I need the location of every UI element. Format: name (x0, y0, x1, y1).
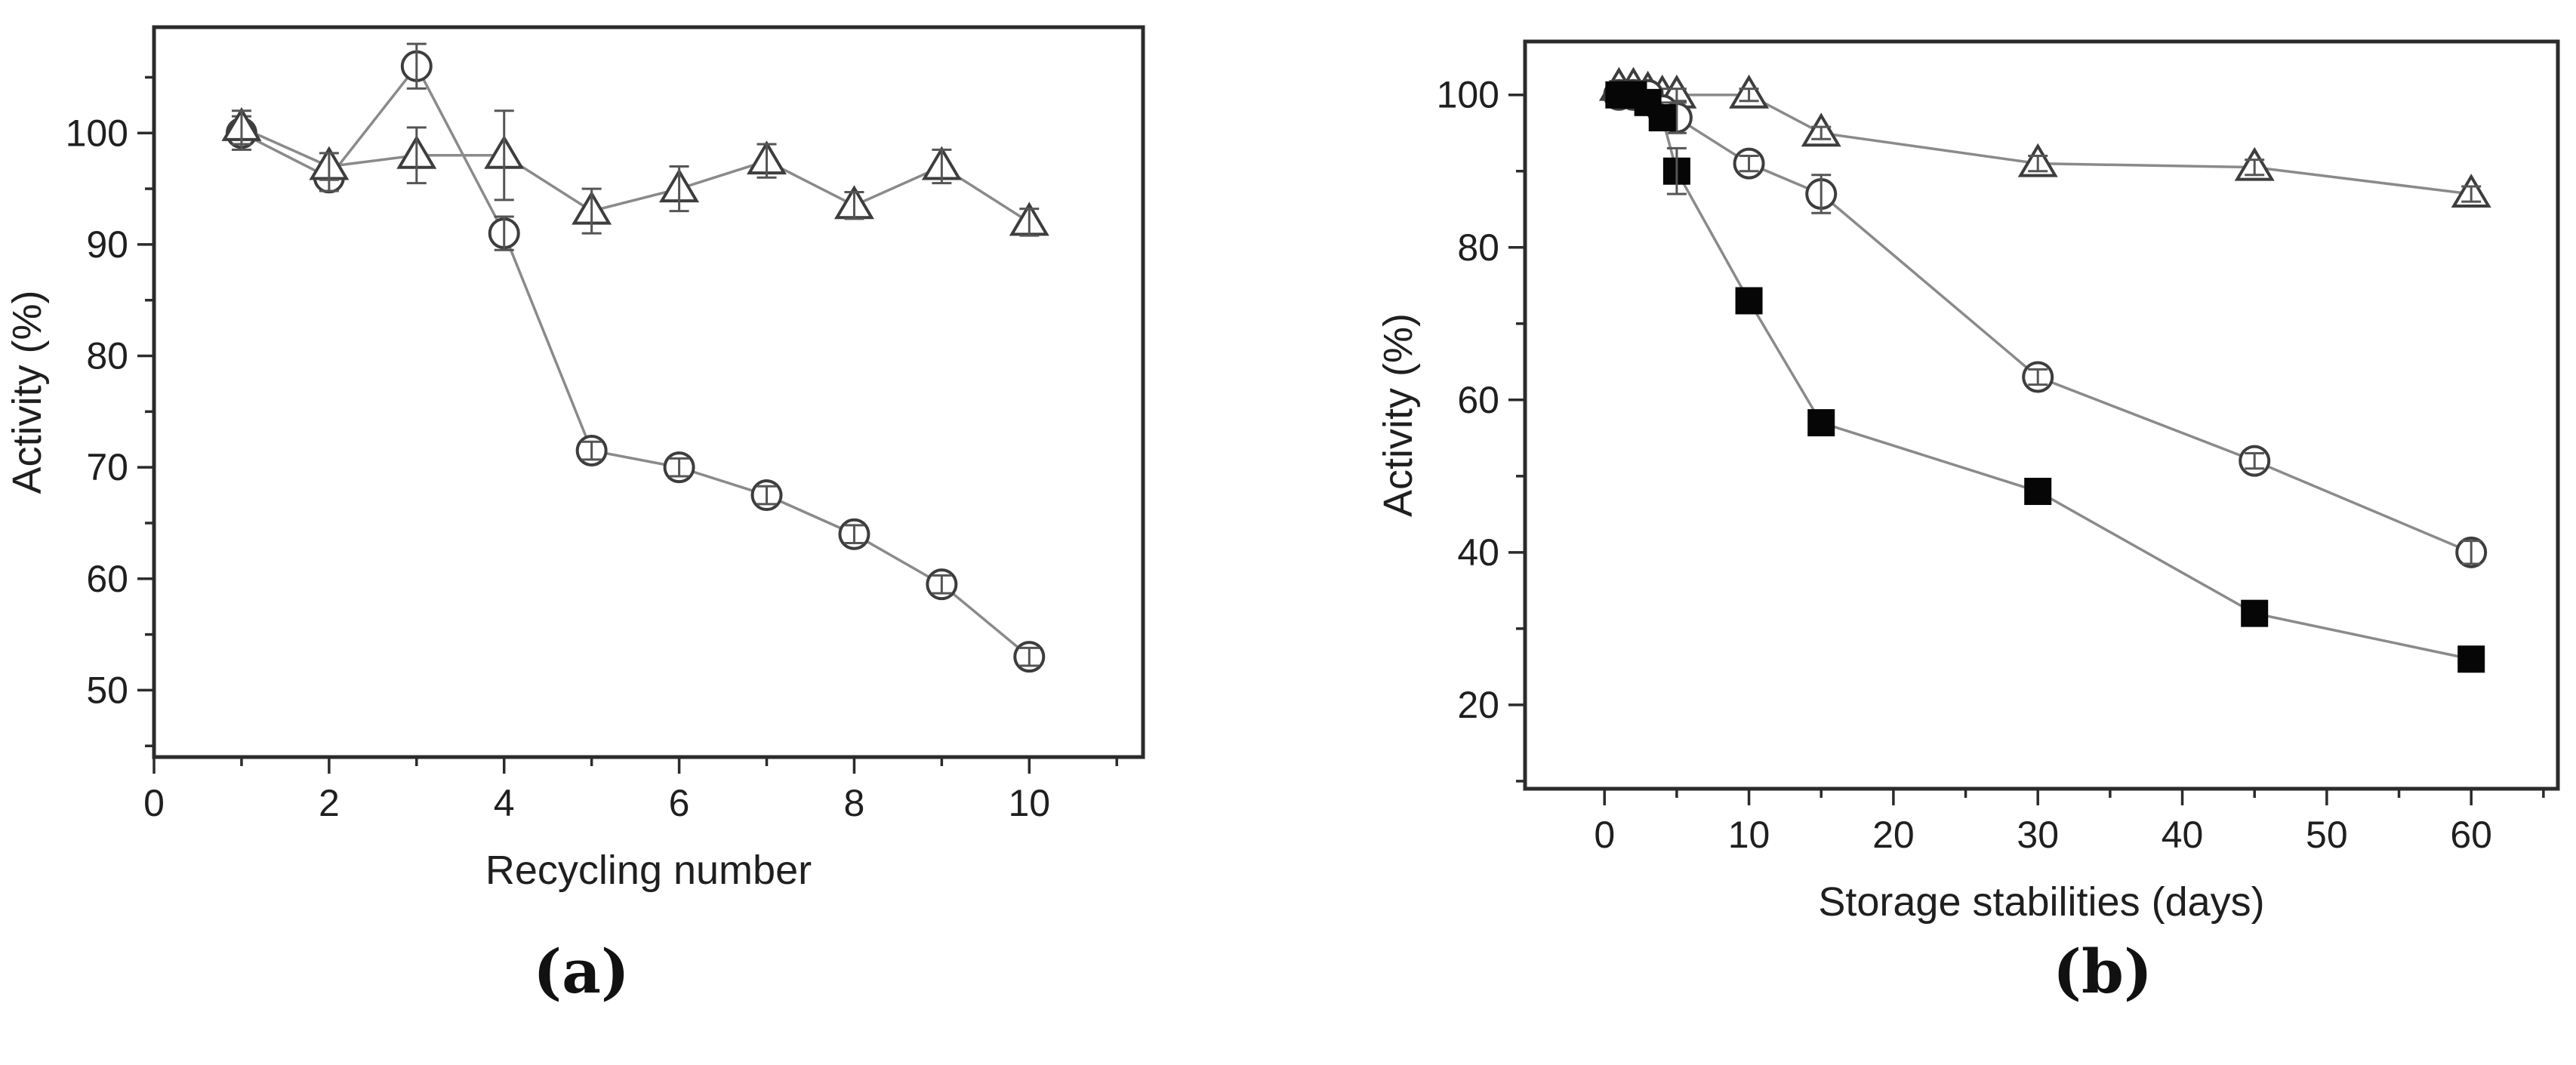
marker-filled-square (2024, 478, 2052, 506)
y-tick-label: 60 (86, 558, 128, 600)
x-tick-label: 30 (2017, 814, 2059, 856)
x-axis-title: Storage stabilities (days) (1818, 879, 2264, 925)
marker-filled-square (1735, 287, 1763, 315)
series-line (241, 126, 1031, 223)
chart-a: 0 2 4 6 8 10 50 60 70 80 90 100 Recycling number Acti… (5, 25, 1145, 893)
y-tick-label: 90 (86, 223, 128, 266)
x-tick-label: 4 (494, 782, 515, 824)
series-open-triangle (1598, 66, 2491, 208)
x-tick-label: 10 (1728, 814, 1770, 856)
x-tick-label: 0 (1594, 814, 1615, 856)
series-open-triangle (221, 106, 1049, 237)
x-tick-label: 10 (1008, 782, 1050, 824)
error-bars (1652, 101, 2482, 565)
y-tick-label: 100 (66, 112, 128, 154)
plot-frame (152, 25, 1145, 759)
axis-tick-labels: 0 10 20 30 40 50 60 20 40 60 80 100 (1437, 74, 2492, 856)
y-axis-title: Activity (%) (5, 291, 50, 494)
y-tick-label: 80 (1457, 226, 1499, 269)
axis-tick-labels: 0 2 4 6 8 10 50 60 70 80 90 100 (66, 112, 1051, 824)
x-tick-label: 6 (669, 782, 690, 824)
caption-a: (a) (533, 936, 630, 1007)
series-open-circle (225, 42, 1046, 673)
y-tick-label: 40 (1457, 531, 1499, 574)
x-tick-label: 8 (844, 782, 865, 824)
axis-ticks (137, 75, 1118, 774)
marker-filled-square (1648, 104, 1676, 132)
y-tick-label: 80 (86, 335, 128, 377)
y-tick-label: 50 (86, 669, 128, 711)
plot-frame (1523, 39, 2560, 791)
series-line (241, 63, 1031, 658)
x-axis-title: Recycling number (485, 848, 812, 893)
y-tick-label: 20 (1457, 684, 1499, 726)
x-tick-label: 60 (2450, 814, 2492, 856)
marker-filled-square (2457, 645, 2485, 673)
y-tick-label: 70 (86, 446, 128, 488)
caption-b: (b) (2053, 936, 2152, 1007)
x-tick-label: 0 (143, 782, 165, 824)
y-tick-label: 60 (1457, 379, 1499, 421)
x-tick-label: 50 (2306, 814, 2348, 856)
axis-ticks (1508, 93, 2545, 805)
error-bars (231, 42, 1040, 667)
marker-filled-square (2241, 599, 2269, 627)
error-bars (1666, 146, 1687, 195)
y-axis-title: Activity (%) (1376, 313, 1421, 517)
chart-b: 0 10 20 30 40 50 60 20 40 60 80 100 Storage stabilit… (1376, 39, 2560, 925)
x-tick-label: 2 (319, 782, 340, 824)
error-bars (231, 109, 1040, 237)
marker-filled-square (1807, 409, 1835, 437)
y-tick-label: 100 (1437, 74, 1499, 116)
series-filled-square (1605, 81, 2485, 673)
x-tick-label: 20 (1872, 814, 1915, 856)
x-tick-label: 40 (2162, 814, 2204, 856)
